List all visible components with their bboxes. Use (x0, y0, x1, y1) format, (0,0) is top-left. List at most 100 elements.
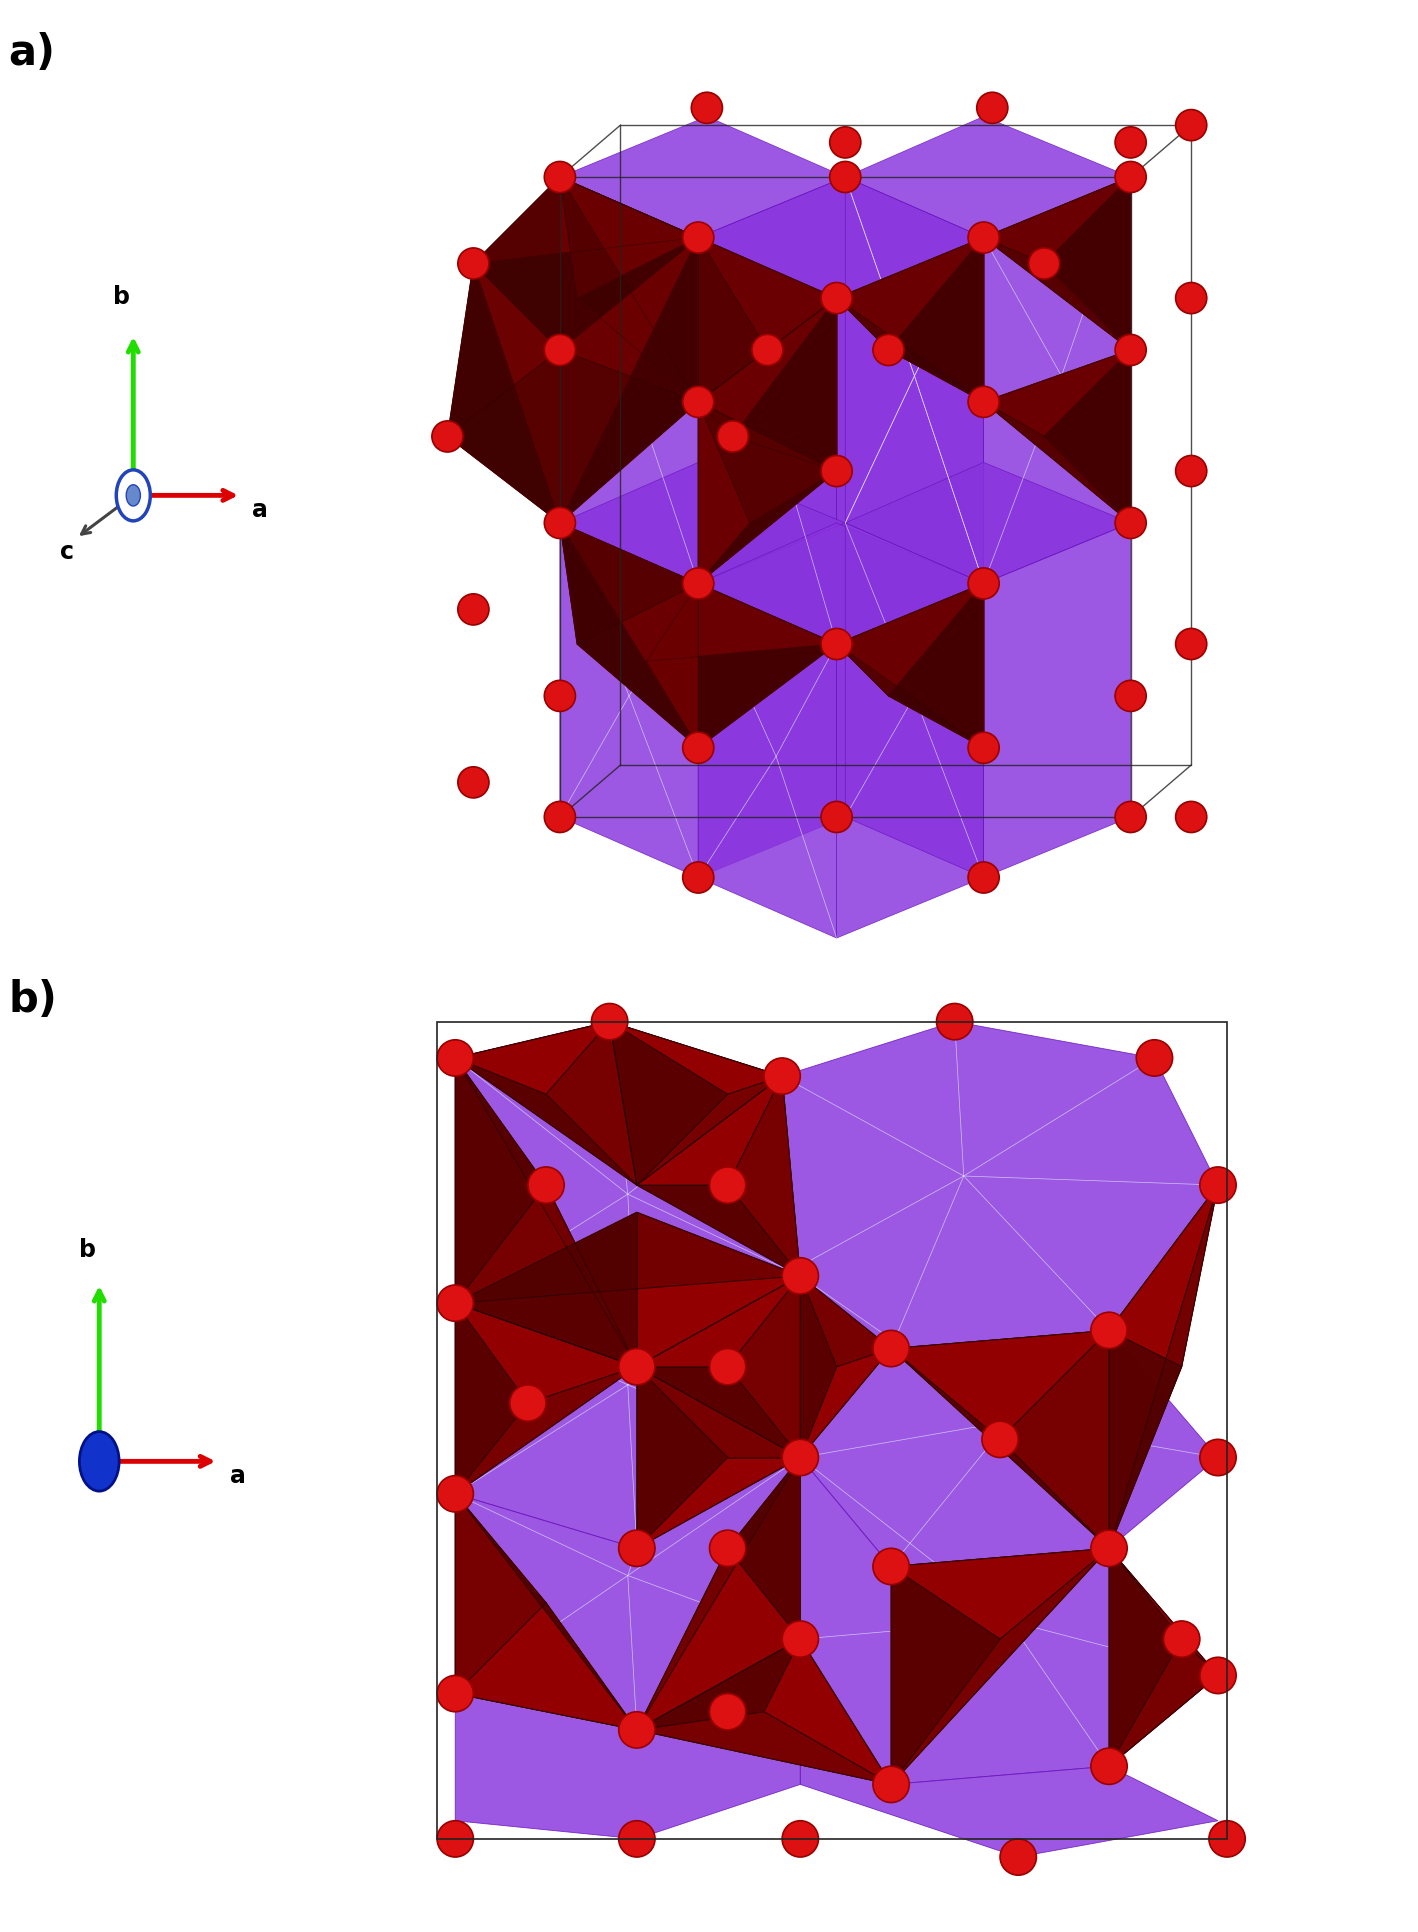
Circle shape (682, 386, 713, 417)
Circle shape (1115, 162, 1146, 193)
Circle shape (1115, 802, 1146, 833)
Polygon shape (560, 524, 698, 877)
Circle shape (1210, 1820, 1245, 1857)
Circle shape (79, 1432, 119, 1492)
Polygon shape (984, 350, 1130, 437)
Polygon shape (698, 238, 767, 402)
Polygon shape (455, 1059, 637, 1366)
Circle shape (977, 93, 1008, 124)
Polygon shape (637, 1076, 800, 1275)
Polygon shape (560, 178, 698, 402)
Circle shape (1200, 1658, 1236, 1694)
Circle shape (1090, 1748, 1127, 1785)
Polygon shape (560, 238, 698, 524)
Polygon shape (1109, 1638, 1218, 1766)
Polygon shape (455, 1022, 610, 1094)
Circle shape (709, 1167, 746, 1204)
Circle shape (821, 802, 852, 833)
Circle shape (830, 128, 861, 158)
Polygon shape (637, 1076, 783, 1184)
Polygon shape (455, 1059, 637, 1184)
Circle shape (1115, 680, 1146, 711)
Polygon shape (1109, 1548, 1181, 1766)
Polygon shape (837, 643, 984, 748)
Circle shape (1000, 1839, 1037, 1876)
Polygon shape (560, 524, 698, 643)
Polygon shape (647, 583, 837, 661)
Polygon shape (637, 1638, 891, 1785)
Polygon shape (637, 1457, 800, 1729)
Polygon shape (698, 402, 750, 583)
Polygon shape (837, 238, 984, 350)
Circle shape (1164, 1621, 1200, 1658)
Polygon shape (474, 178, 698, 263)
Polygon shape (560, 524, 698, 748)
Polygon shape (637, 1548, 800, 1729)
Polygon shape (560, 178, 698, 402)
Circle shape (709, 1530, 746, 1567)
Text: b: b (113, 286, 130, 309)
Circle shape (968, 732, 1000, 763)
Polygon shape (560, 462, 845, 583)
Polygon shape (837, 583, 984, 939)
Polygon shape (455, 1302, 637, 1403)
Polygon shape (637, 1366, 800, 1457)
Polygon shape (891, 1331, 1109, 1439)
Polygon shape (647, 583, 698, 748)
Circle shape (692, 93, 722, 124)
Polygon shape (698, 402, 837, 524)
Polygon shape (733, 298, 837, 471)
Polygon shape (698, 298, 837, 437)
Circle shape (783, 1258, 818, 1294)
Circle shape (752, 334, 783, 365)
Polygon shape (837, 238, 984, 643)
Polygon shape (560, 238, 698, 402)
Circle shape (116, 469, 150, 522)
Polygon shape (637, 1712, 891, 1785)
Polygon shape (560, 350, 698, 524)
Polygon shape (984, 178, 1130, 350)
Polygon shape (474, 238, 698, 350)
Circle shape (618, 1820, 655, 1857)
Text: b): b) (9, 980, 57, 1020)
Circle shape (618, 1530, 655, 1567)
Circle shape (545, 508, 576, 539)
Polygon shape (1109, 1548, 1218, 1766)
Circle shape (458, 767, 489, 798)
Circle shape (830, 162, 861, 193)
Polygon shape (800, 1275, 891, 1366)
Polygon shape (474, 263, 560, 524)
Polygon shape (1000, 1331, 1109, 1548)
Polygon shape (845, 178, 984, 583)
Polygon shape (474, 178, 560, 350)
Polygon shape (891, 1548, 1109, 1785)
Polygon shape (1044, 350, 1130, 524)
Polygon shape (448, 263, 560, 524)
Polygon shape (800, 1275, 891, 1457)
Circle shape (873, 1331, 909, 1366)
Polygon shape (560, 238, 698, 524)
Text: b: b (79, 1238, 96, 1262)
Polygon shape (610, 1022, 727, 1184)
Circle shape (437, 1476, 474, 1513)
Circle shape (1176, 456, 1207, 487)
Circle shape (1090, 1530, 1127, 1567)
Polygon shape (698, 178, 984, 298)
Circle shape (437, 1285, 474, 1321)
Circle shape (783, 1439, 818, 1476)
Text: a): a) (9, 33, 55, 73)
Polygon shape (984, 402, 1130, 524)
Polygon shape (448, 350, 560, 524)
Circle shape (545, 162, 576, 193)
Polygon shape (845, 116, 1130, 238)
Polygon shape (560, 178, 698, 583)
Circle shape (437, 1675, 474, 1712)
Circle shape (1115, 334, 1146, 365)
Circle shape (1176, 110, 1207, 141)
Circle shape (1200, 1439, 1236, 1476)
Polygon shape (455, 1213, 637, 1366)
Polygon shape (764, 1638, 891, 1785)
Text: a: a (252, 498, 268, 522)
Polygon shape (984, 238, 1130, 350)
Polygon shape (637, 1366, 800, 1548)
